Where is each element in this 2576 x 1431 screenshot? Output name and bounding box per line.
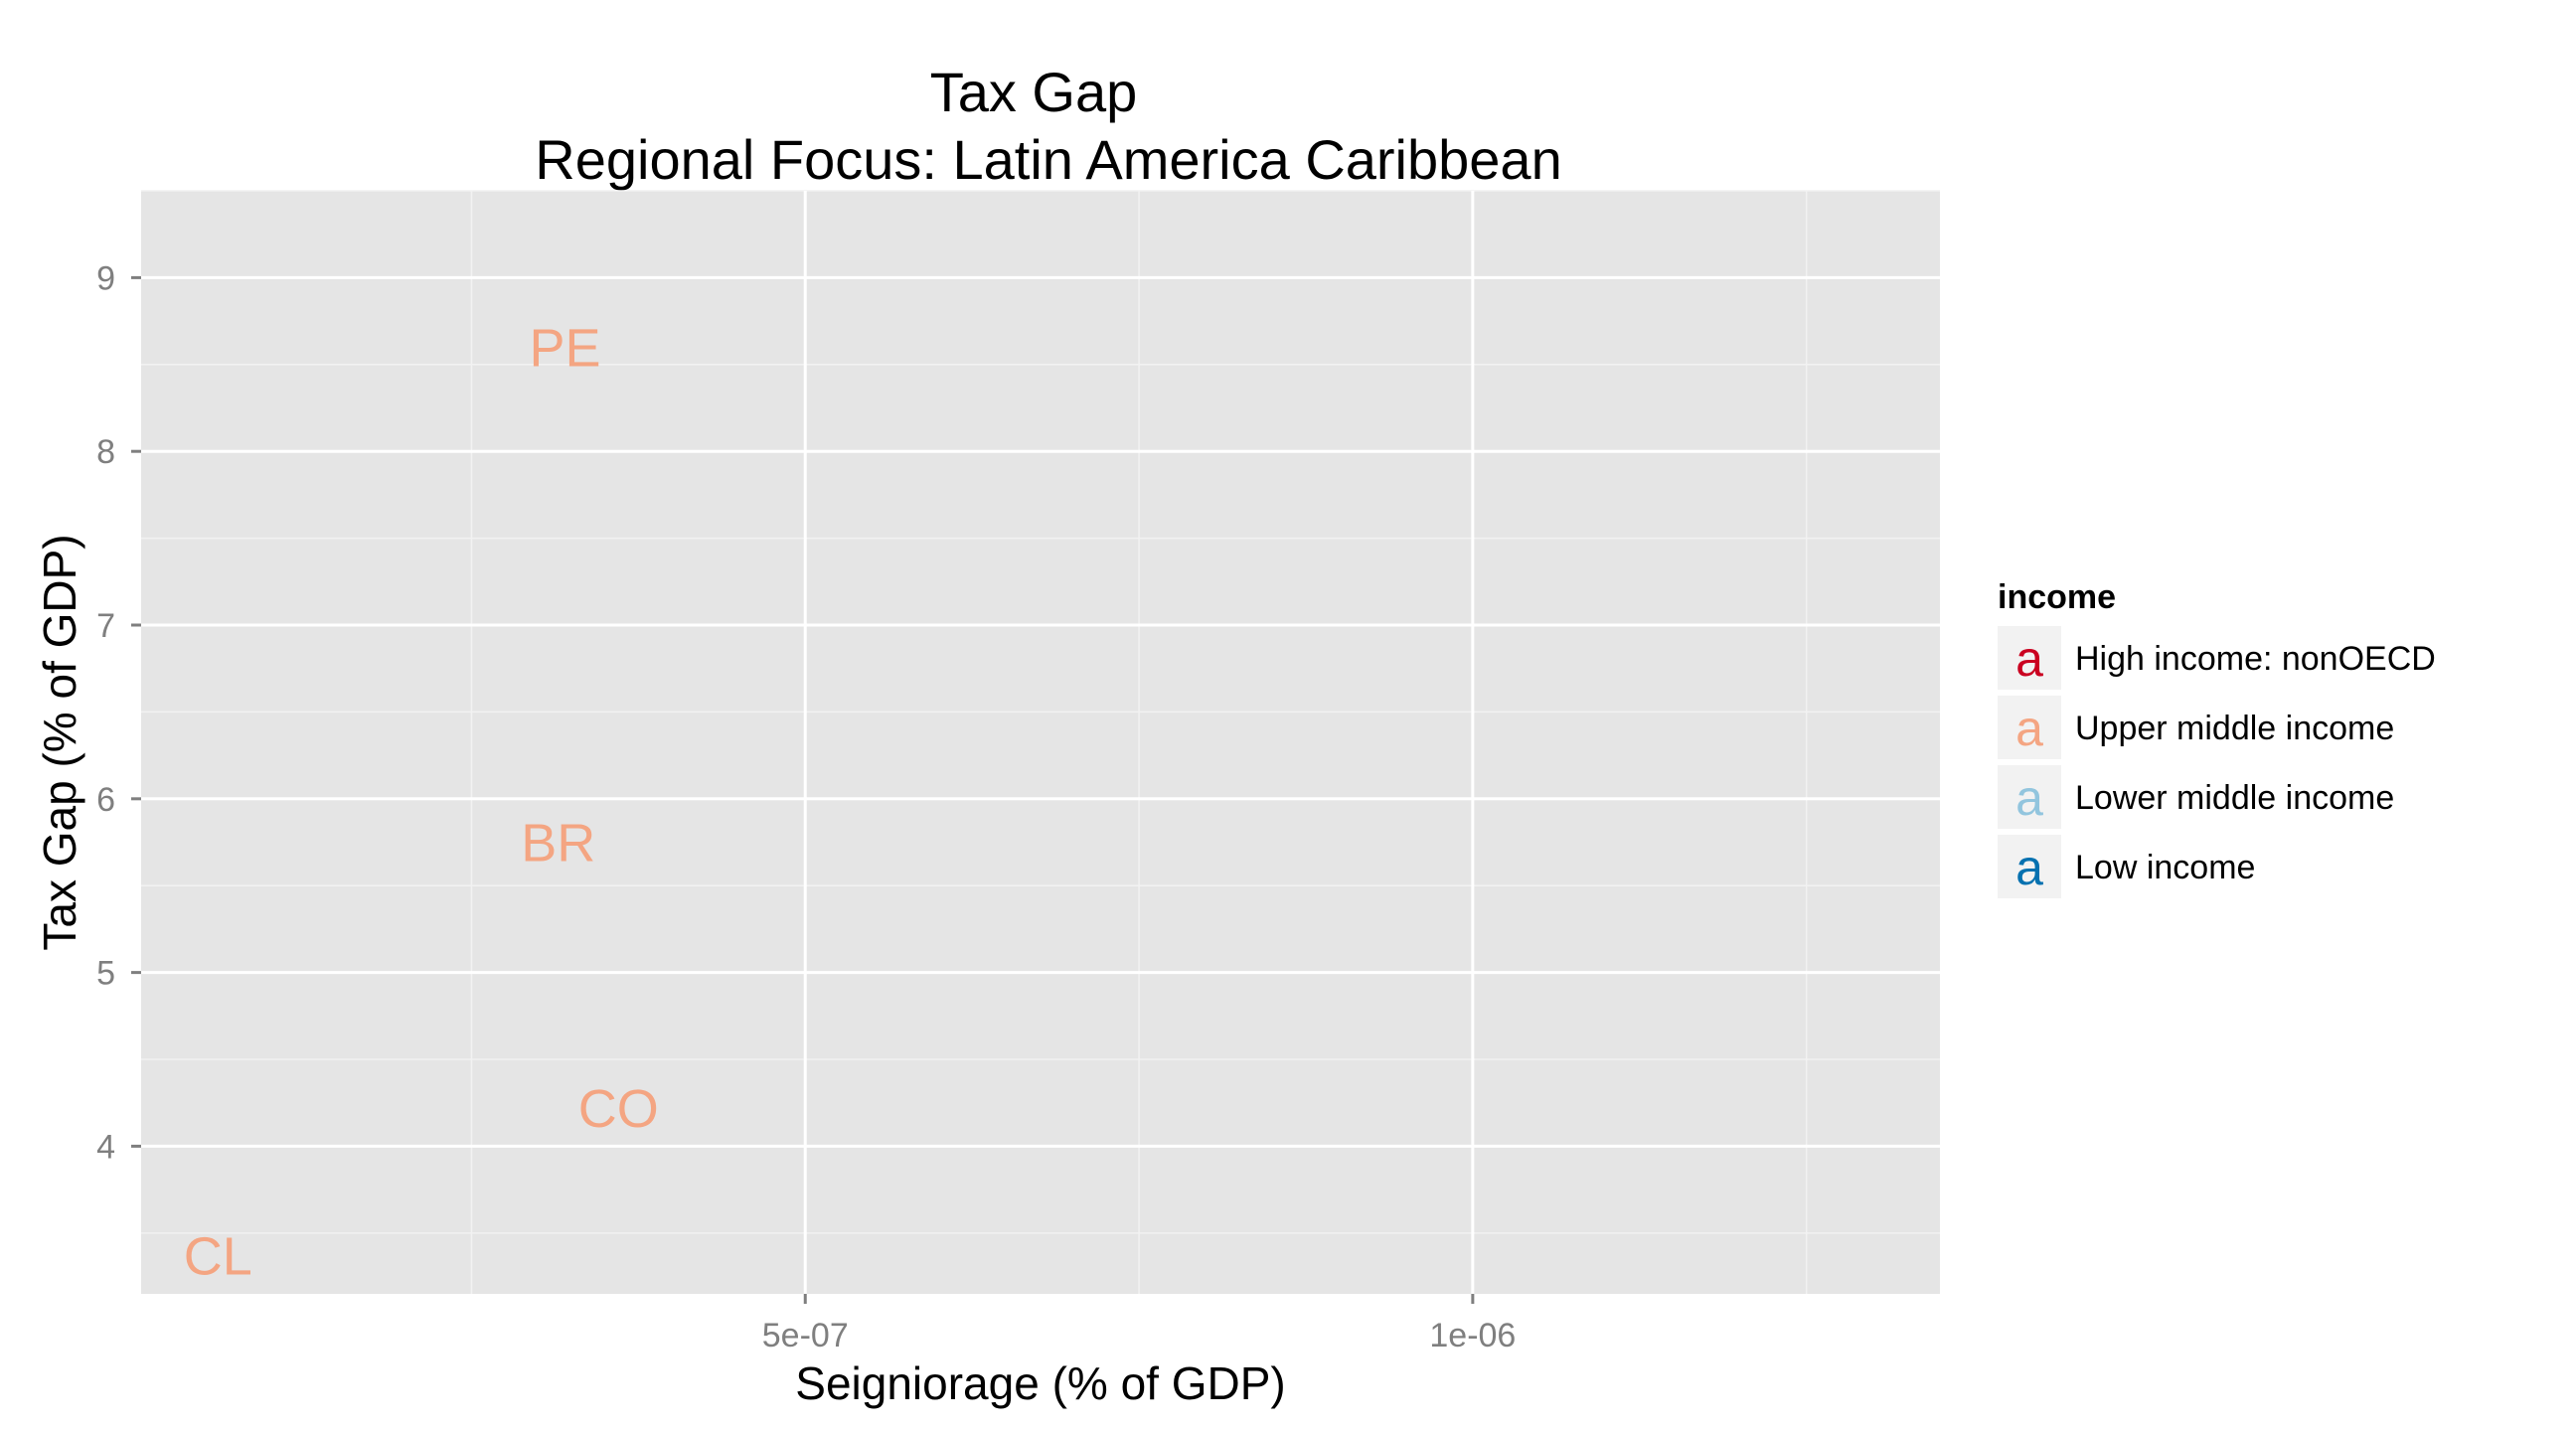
point-labels: PE BR CO CL xyxy=(184,318,659,1286)
legend-key xyxy=(1998,626,2061,690)
y-tick-label: 8 xyxy=(96,433,115,471)
legend-key xyxy=(1998,696,2061,759)
x-tick-label: 5e-07 xyxy=(762,1317,849,1354)
legend-key-glyph: a xyxy=(2015,631,2043,687)
x-axis: 5e-07 1e-06 xyxy=(762,1294,1516,1354)
legend-label: High income: nonOECD xyxy=(2075,640,2436,678)
legend-entry: a Upper middle income xyxy=(1998,696,2394,759)
legend-label: Low income xyxy=(2075,849,2255,886)
legend-key-glyph: a xyxy=(2015,840,2043,895)
x-tick-label: 1e-06 xyxy=(1429,1317,1516,1354)
legend-label: Lower middle income xyxy=(2075,779,2394,817)
legend-key xyxy=(1998,765,2061,829)
point-label-cl: CL xyxy=(184,1227,252,1287)
legend-key-glyph: a xyxy=(2015,770,2043,826)
y-axis-title: Tax Gap (% of GDP) xyxy=(34,534,85,950)
legend-title: income xyxy=(1998,578,2116,616)
x-axis-title: Seigniorage (% of GDP) xyxy=(795,1357,1285,1409)
legend-entry: a Low income xyxy=(1998,835,2255,898)
legend-entry: a Lower middle income xyxy=(1998,765,2394,829)
point-label-co: CO xyxy=(578,1079,659,1139)
legend: income a High income: nonOECD a Upper middl… xyxy=(1998,578,2436,898)
major-gridlines xyxy=(141,191,1940,1294)
y-tick-label: 4 xyxy=(96,1128,115,1166)
legend-entries: a High income: nonOECD a Upper middle incom… xyxy=(1998,626,2436,898)
y-tick-label: 5 xyxy=(96,955,115,993)
y-axis: 4 5 6 7 8 9 xyxy=(96,259,141,1166)
legend-key xyxy=(1998,835,2061,898)
y-tick-label: 6 xyxy=(96,781,115,819)
point-label-br: BR xyxy=(521,814,595,874)
chart-subtitle: Regional Focus: Latin America Caribbean xyxy=(535,128,1561,191)
chart-title: Tax Gap xyxy=(930,61,1138,123)
plot-panel xyxy=(141,191,1940,1294)
minor-gridlines xyxy=(141,190,1940,1294)
y-tick-label: 9 xyxy=(96,259,115,297)
point-label-pe: PE xyxy=(529,318,600,378)
y-tick-label: 7 xyxy=(96,607,115,645)
legend-label: Upper middle income xyxy=(2075,710,2394,747)
legend-key-glyph: a xyxy=(2015,701,2043,756)
legend-entry: a High income: nonOECD xyxy=(1998,626,2436,690)
